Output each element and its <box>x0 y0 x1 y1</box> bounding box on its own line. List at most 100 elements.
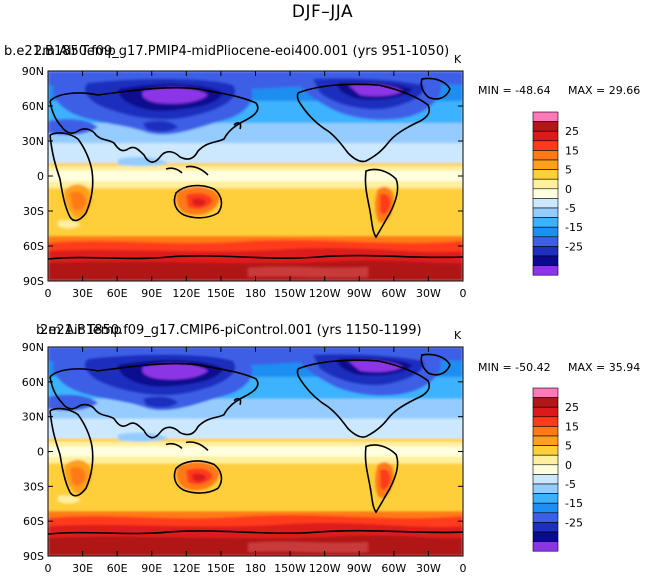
panel-2-colorbar-box <box>532 531 559 542</box>
panel-1-colorbar-label: -5 <box>565 202 576 215</box>
panel-2-min-label: MIN = -50.42 <box>478 361 551 374</box>
panel-1-colorbar-label: -25 <box>565 240 583 253</box>
panel-1-lon-tick-label: 0 <box>460 287 467 300</box>
panel-1-colorbar-label: 0 <box>565 183 572 196</box>
panel-2-lat-tick-label: 60N <box>22 376 44 389</box>
panel-1-colorbar-box <box>532 121 559 132</box>
panel-2-lon-tick-label: 60W <box>381 562 406 575</box>
panel-1-colorbar-box <box>532 140 559 151</box>
panel-1-lat-tick-label: 30S <box>23 205 44 218</box>
panel-2-colorbar-box <box>532 406 559 418</box>
panel-2-lon-tick-label: 30W <box>416 562 441 575</box>
panel-2-lon-tick-label: 150E <box>207 562 235 575</box>
panel-1-lat-tick-label: 60S <box>23 240 44 253</box>
panel-1-colorbar-box <box>532 178 559 190</box>
panel-2-colorbar-label: -25 <box>565 516 583 529</box>
panel-2-lat-tick-label: 90N <box>22 341 44 354</box>
panel-2-colorbar-box <box>532 464 559 475</box>
panel-1-map <box>47 70 464 282</box>
panel-2-colorbar-label: 0 <box>565 459 572 472</box>
panel-2-colorbar-box <box>532 454 559 466</box>
panel-2-lat-tick-label: 90S <box>23 550 44 563</box>
panel-1-lat-tick-label: 60N <box>22 100 44 113</box>
panel-2-lon-tick-label: 120W <box>309 562 341 575</box>
panel-2-colorbar-box <box>532 416 559 427</box>
panel-2-colorbar-box <box>532 435 559 446</box>
panel-1-lon-tick-label: 90E <box>141 287 162 300</box>
panel-2-colorbar-box <box>532 445 559 456</box>
panel-2-lon-tick-label: 60E <box>107 562 128 575</box>
panel-2-lon-tick-label: 0 <box>45 562 52 575</box>
panel-1-lat-tick-label: 30N <box>22 135 44 148</box>
panel-2-colorbar-box <box>532 426 559 437</box>
panel-1-colorbar-box <box>532 169 559 180</box>
panel-1-colorbar-box <box>532 188 559 199</box>
panel-2-colorbar-box <box>532 512 559 523</box>
panel-1-lon-tick-label: 30E <box>72 287 93 300</box>
panel-1-colorbar-label: 15 <box>565 144 579 157</box>
panel-2-colorbar-label: -5 <box>565 478 576 491</box>
panel-2-colorbar-box <box>532 474 559 485</box>
panel-1-colorbar: 25 15 5 0 -5 -15 -25 <box>532 111 583 276</box>
panel-1-colorbar-box <box>532 255 559 266</box>
panel-2-colorbar-box <box>532 483 559 494</box>
panel-2-colorbar-box <box>532 522 559 533</box>
panel-1-lon-tick-label: 150W <box>274 287 306 300</box>
panel-1-min-label: MIN = -48.64 <box>478 84 551 97</box>
panel-2-colorbar-label: -15 <box>565 497 583 510</box>
panel-2-colorbar-box <box>532 493 559 504</box>
panel-2-colorbar-label: 5 <box>565 440 572 453</box>
panel-2-lat-tick-label: 0 <box>37 446 44 459</box>
panel-1-lon-tick-label: 30W <box>416 287 441 300</box>
figure-title: DJF–JJA <box>291 2 354 22</box>
panel-1-colorbar-box <box>532 265 559 276</box>
panel-1-lat-tick-label: 90N <box>22 65 44 78</box>
panel-1-lon-tick-label: 120W <box>309 287 341 300</box>
panel-1-lon-tick-label: 120E <box>172 287 200 300</box>
panel-2-max-label: MAX = 35.94 <box>568 361 641 374</box>
panel-2-colorbar-box <box>532 387 559 398</box>
panel-2-lon-tick-label: 90E <box>141 562 162 575</box>
panel-2-colorbar-label: 25 <box>565 401 579 414</box>
panel-2-lon-tick-label: 0 <box>460 562 467 575</box>
panel-1-lon-tick-label: 150E <box>207 287 235 300</box>
panel-2-map <box>47 346 464 557</box>
panel-1-lon-tick-label: 90W <box>347 287 372 300</box>
panel-2-colorbar: 25 15 5 0 -5 -15 -25 <box>532 387 583 552</box>
panel-2-colorbar-label: 15 <box>565 420 579 433</box>
panel-1-colorbar-box <box>532 207 559 218</box>
panel-1-colorbar-box <box>532 130 559 142</box>
panel-1-colorbar-box <box>532 159 559 170</box>
panel-1-colorbar-box <box>532 198 559 209</box>
panel-1-lon-tick-label: 60W <box>381 287 406 300</box>
panel-1-lon-tick-label: 180 <box>245 287 266 300</box>
panel-2-lat-tick-label: 30N <box>22 411 44 424</box>
panel-2-colorbar-box <box>532 502 559 514</box>
panel-1-colorbar-box <box>532 111 559 122</box>
panel-2-lon-tick-label: 30E <box>72 562 93 575</box>
panel-2-lon-tick-label: 180 <box>245 562 266 575</box>
panel-1-colorbar-box <box>532 236 559 247</box>
panel-1-colorbar-label: 5 <box>565 164 572 177</box>
panel-1-case-title: b.e21.B1850.f09_g17.PMIP4-midPliocene-eo… <box>4 44 450 59</box>
panel-1-colorbar-box <box>532 246 559 257</box>
panel-2-variable-title: 2m Air Temp <box>40 323 122 338</box>
panel-2-lon-tick-label: 90W <box>347 562 372 575</box>
panel-1-max-label: MAX = 29.66 <box>568 84 641 97</box>
panel-1-colorbar-box <box>532 217 559 228</box>
panel-1-units: K <box>454 53 462 66</box>
panel-1-lon-tick-label: 60E <box>107 287 128 300</box>
panel-1-colorbar-box <box>532 226 559 238</box>
panel-2-colorbar-box <box>532 397 559 408</box>
panel-2-case-title: b.e21.B1850.f09_g17.CMIP6-piControl.001 … <box>36 323 422 338</box>
panel-1-colorbar-label: 25 <box>565 125 579 138</box>
panel-1-colorbar-label: -15 <box>565 221 583 234</box>
panel-1-lon-tick-label: 0 <box>45 287 52 300</box>
panel-2-lon-tick-label: 150W <box>274 562 306 575</box>
panel-2-units: K <box>454 329 462 342</box>
panel-2-colorbar-box <box>532 541 559 552</box>
panel-1-lat-tick-label: 0 <box>37 170 44 183</box>
panel-1-variable-title: 2m Air Temp <box>34 44 116 59</box>
